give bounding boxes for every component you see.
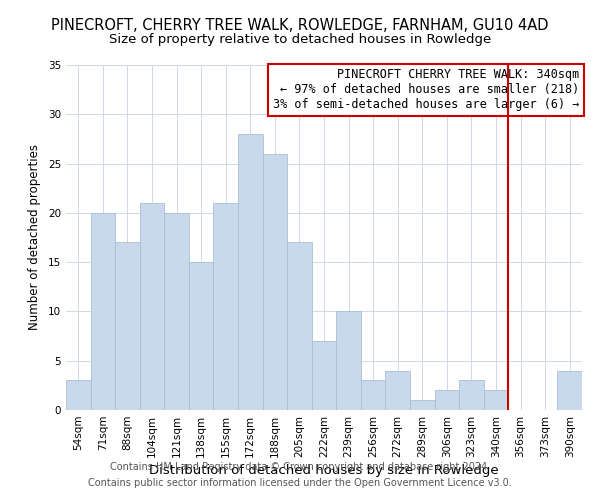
Bar — [140, 203, 164, 410]
Bar — [484, 390, 508, 410]
Bar — [312, 341, 336, 410]
Y-axis label: Number of detached properties: Number of detached properties — [28, 144, 41, 330]
Bar — [361, 380, 385, 410]
Bar — [214, 203, 238, 410]
Bar — [238, 134, 263, 410]
X-axis label: Distribution of detached houses by size in Rowledge: Distribution of detached houses by size … — [149, 464, 499, 477]
Bar — [164, 213, 189, 410]
Bar — [557, 370, 582, 410]
Text: Contains public sector information licensed under the Open Government Licence v3: Contains public sector information licen… — [88, 478, 512, 488]
Bar — [66, 380, 91, 410]
Text: Contains HM Land Registry data © Crown copyright and database right 2024.: Contains HM Land Registry data © Crown c… — [110, 462, 490, 472]
Bar — [385, 370, 410, 410]
Text: Size of property relative to detached houses in Rowledge: Size of property relative to detached ho… — [109, 32, 491, 46]
Bar — [91, 213, 115, 410]
Bar — [263, 154, 287, 410]
Bar — [434, 390, 459, 410]
Bar — [115, 242, 140, 410]
Bar — [189, 262, 214, 410]
Bar — [336, 312, 361, 410]
Bar — [410, 400, 434, 410]
Text: PINECROFT CHERRY TREE WALK: 340sqm
← 97% of detached houses are smaller (218)
3%: PINECROFT CHERRY TREE WALK: 340sqm ← 97%… — [273, 68, 580, 112]
Text: PINECROFT, CHERRY TREE WALK, ROWLEDGE, FARNHAM, GU10 4AD: PINECROFT, CHERRY TREE WALK, ROWLEDGE, F… — [51, 18, 549, 32]
Bar — [459, 380, 484, 410]
Bar — [287, 242, 312, 410]
